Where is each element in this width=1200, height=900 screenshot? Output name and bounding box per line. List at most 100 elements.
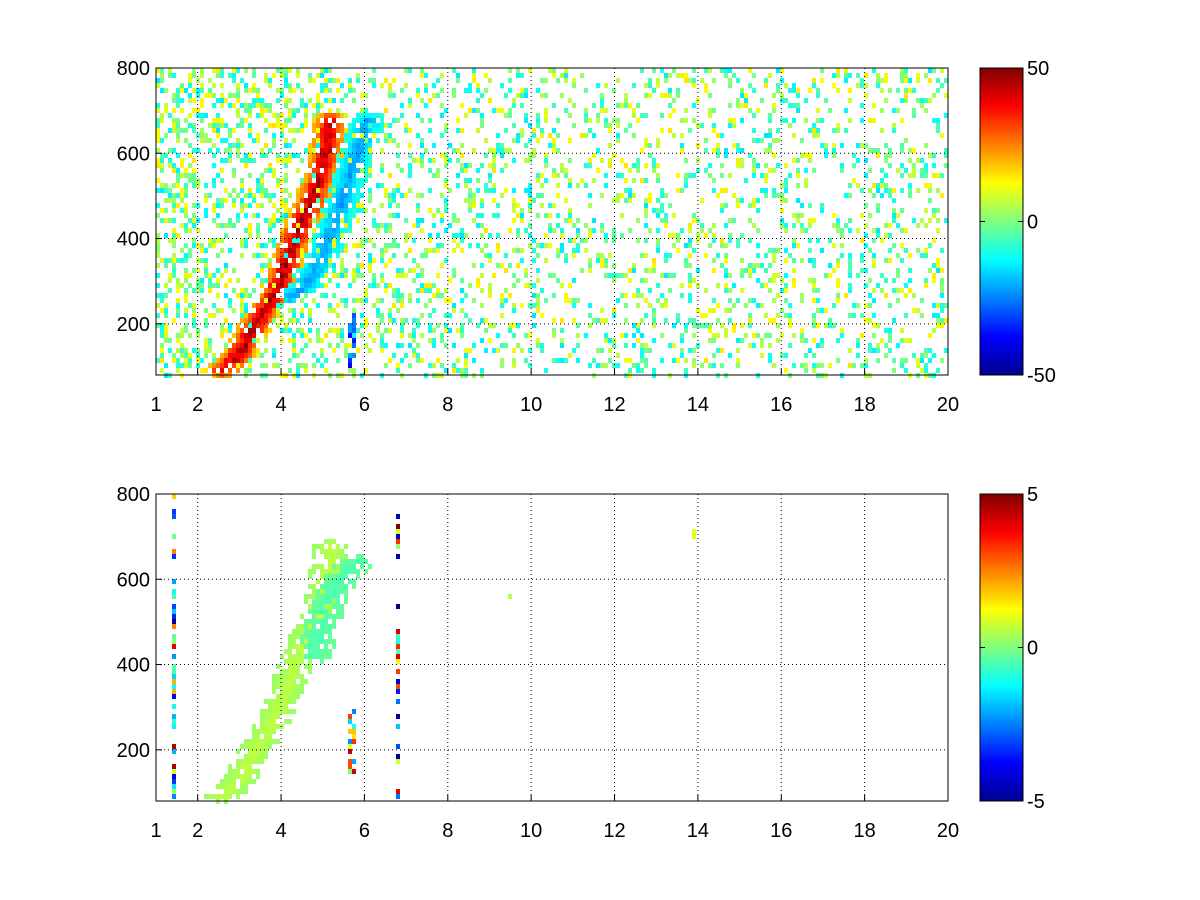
- heatmap-cell: [284, 268, 288, 273]
- heatmap-cell: [552, 328, 556, 333]
- heatmap-cell: [328, 158, 332, 163]
- heatmap-cell: [828, 323, 832, 328]
- heatmap-cell: [888, 233, 892, 238]
- heatmap-cell: [868, 168, 872, 173]
- heatmap-cell: [876, 83, 880, 88]
- heatmap-cell: [192, 123, 196, 128]
- heatmap-cell: [312, 599, 316, 604]
- heatmap-cell: [300, 644, 304, 649]
- heatmap-cell: [172, 669, 176, 674]
- heatmap-cell: [532, 283, 536, 288]
- heatmap-cell: [268, 263, 272, 268]
- heatmap-cell: [604, 183, 608, 188]
- heatmap-cell: [284, 118, 288, 123]
- heatmap-cell: [460, 333, 464, 338]
- heatmap-cell: [468, 198, 472, 203]
- heatmap-cell: [704, 253, 708, 258]
- heatmap-cell: [908, 268, 912, 273]
- heatmap-cell: [836, 283, 840, 288]
- heatmap-cell: [344, 218, 348, 223]
- heatmap-cell: [368, 163, 372, 168]
- heatmap-cell: [168, 188, 172, 193]
- heatmap-cell: [320, 363, 324, 368]
- heatmap-cell: [888, 303, 892, 308]
- heatmap-cell: [564, 108, 568, 113]
- heatmap-cell: [176, 358, 180, 363]
- heatmap-cell: [348, 213, 352, 218]
- heatmap-cell: [232, 348, 236, 353]
- heatmap-cell: [568, 218, 572, 223]
- x-tick-label: 4: [275, 394, 286, 416]
- heatmap-cell: [560, 358, 564, 363]
- heatmap-cell: [504, 148, 508, 153]
- heatmap-cell: [364, 238, 368, 243]
- heatmap-cell: [352, 183, 356, 188]
- heatmap-cell: [344, 574, 348, 579]
- heatmap-cell: [248, 318, 252, 323]
- heatmap-cell: [684, 358, 688, 363]
- heatmap-cell: [316, 188, 320, 193]
- heatmap-cell: [280, 298, 284, 303]
- heatmap-cell: [352, 273, 356, 278]
- heatmap-cell: [248, 368, 252, 373]
- heatmap-cell: [316, 358, 320, 363]
- heatmap-cell: [448, 188, 452, 193]
- heatmap-cell: [772, 318, 776, 323]
- heatmap-cell: [584, 113, 588, 118]
- heatmap-cell: [644, 83, 648, 88]
- heatmap-cell: [316, 564, 320, 569]
- heatmap-cell: [256, 759, 260, 764]
- heatmap-cell: [604, 173, 608, 178]
- heatmap-cell: [328, 248, 332, 253]
- heatmap-cell: [676, 248, 680, 253]
- heatmap-cell: [224, 123, 228, 128]
- heatmap-cell: [180, 198, 184, 203]
- heatmap-cell: [512, 323, 516, 328]
- heatmap-cell: [272, 213, 276, 218]
- heatmap-cell: [384, 133, 388, 138]
- heatmap-cell: [172, 118, 176, 123]
- heatmap-cell: [676, 238, 680, 243]
- heatmap-cell: [380, 223, 384, 228]
- heatmap-cell: [280, 133, 284, 138]
- heatmap-cell: [460, 278, 464, 283]
- heatmap-cell: [888, 163, 892, 168]
- heatmap-cell: [332, 614, 336, 619]
- heatmap-cell: [272, 278, 276, 283]
- heatmap-cell: [312, 238, 316, 243]
- heatmap-cell: [660, 273, 664, 278]
- heatmap-cell: [628, 268, 632, 273]
- heatmap-cell: [264, 348, 268, 353]
- heatmap-cell: [300, 363, 304, 368]
- heatmap-cell: [292, 694, 296, 699]
- heatmap-cell: [496, 233, 500, 238]
- heatmap-cell: [308, 78, 312, 83]
- heatmap-cell: [236, 749, 240, 754]
- heatmap-cell: [428, 298, 432, 303]
- heatmap-cell: [560, 318, 564, 323]
- heatmap-cell: [916, 78, 920, 83]
- heatmap-cell: [756, 108, 760, 113]
- heatmap-cell: [428, 283, 432, 288]
- heatmap-cell: [396, 163, 400, 168]
- heatmap-cell: [928, 78, 932, 83]
- heatmap-cell: [256, 93, 260, 98]
- heatmap-cell: [492, 273, 496, 278]
- heatmap-cell: [704, 233, 708, 238]
- heatmap-cell: [612, 228, 616, 233]
- heatmap-cell: [880, 128, 884, 133]
- heatmap-cell: [788, 313, 792, 318]
- heatmap-cell: [204, 93, 208, 98]
- heatmap-cell: [480, 318, 484, 323]
- heatmap-cell: [348, 188, 352, 193]
- heatmap-cell: [268, 328, 272, 333]
- heatmap-cell: [436, 323, 440, 328]
- heatmap-cell: [316, 173, 320, 178]
- heatmap-cell: [376, 313, 380, 318]
- heatmap-cell: [172, 148, 176, 153]
- heatmap-cell: [652, 258, 656, 263]
- heatmap-cell: [252, 313, 256, 318]
- heatmap-cell: [576, 298, 580, 303]
- heatmap-cell: [352, 268, 356, 273]
- heatmap-cell: [424, 103, 428, 108]
